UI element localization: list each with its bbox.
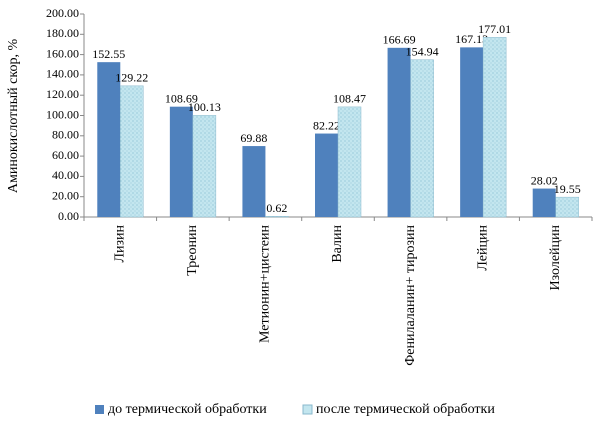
value-label: 154.94 bbox=[406, 44, 439, 58]
bar-texture bbox=[120, 85, 144, 217]
bar-texture bbox=[338, 106, 361, 217]
y-tick-label: 160.00 bbox=[46, 46, 79, 60]
bar-texture bbox=[555, 197, 579, 217]
legend-label: до термической обработки bbox=[108, 402, 267, 417]
value-label: 167.13 bbox=[455, 32, 488, 46]
x-tick-label: Изолейцин bbox=[548, 224, 563, 290]
value-label: 69.88 bbox=[240, 131, 267, 145]
legend-swatch bbox=[302, 404, 313, 415]
value-label: 177.01 bbox=[478, 22, 511, 36]
y-tick-label: 40.00 bbox=[52, 168, 79, 182]
x-tick-label: Лизин bbox=[113, 225, 128, 263]
value-label: 82.22 bbox=[313, 118, 340, 132]
x-tick-label: Валин bbox=[330, 225, 345, 263]
y-tick-label: 100.00 bbox=[46, 107, 79, 121]
bar-texture bbox=[192, 115, 216, 217]
value-label: 108.47 bbox=[333, 92, 366, 106]
y-tick-label: 200.00 bbox=[46, 6, 79, 20]
y-axis-label: Аминокислотный скор, % bbox=[6, 39, 21, 194]
bar-texture bbox=[483, 37, 507, 217]
bar-texture bbox=[410, 59, 434, 217]
value-label: 129.22 bbox=[115, 71, 148, 85]
bar bbox=[242, 146, 266, 217]
x-tick-label: Треонин bbox=[185, 225, 200, 276]
value-label: 19.55 bbox=[554, 182, 581, 196]
y-tick-label: 80.00 bbox=[52, 128, 79, 142]
bar bbox=[169, 106, 193, 217]
bar bbox=[460, 47, 484, 217]
y-tick-label: 180.00 bbox=[46, 26, 79, 40]
x-tick-label: Метионин+цистеин bbox=[258, 225, 273, 343]
bar bbox=[532, 188, 556, 217]
legend-label: после термической обработки bbox=[316, 402, 495, 417]
y-tick-label: 120.00 bbox=[46, 87, 79, 101]
y-tick-label: 140.00 bbox=[46, 67, 79, 81]
value-label: 152.55 bbox=[92, 47, 125, 61]
x-tick-label: Фенилаланин+ тирозин bbox=[403, 224, 418, 365]
bar bbox=[387, 47, 411, 218]
bar-texture bbox=[265, 216, 289, 217]
value-label: 108.69 bbox=[165, 91, 198, 105]
bar bbox=[97, 62, 121, 218]
legend-swatch bbox=[95, 405, 104, 414]
value-label: 166.69 bbox=[383, 33, 416, 47]
x-tick-label: Лейцин bbox=[475, 225, 490, 271]
value-label: 28.02 bbox=[531, 173, 558, 187]
value-label: 100.13 bbox=[188, 100, 221, 114]
y-tick-label: 20.00 bbox=[52, 188, 79, 202]
bar bbox=[315, 133, 338, 217]
y-tick-label: 0.00 bbox=[58, 209, 79, 223]
y-tick-label: 60.00 bbox=[52, 148, 79, 162]
value-label: 0.62 bbox=[266, 201, 287, 215]
